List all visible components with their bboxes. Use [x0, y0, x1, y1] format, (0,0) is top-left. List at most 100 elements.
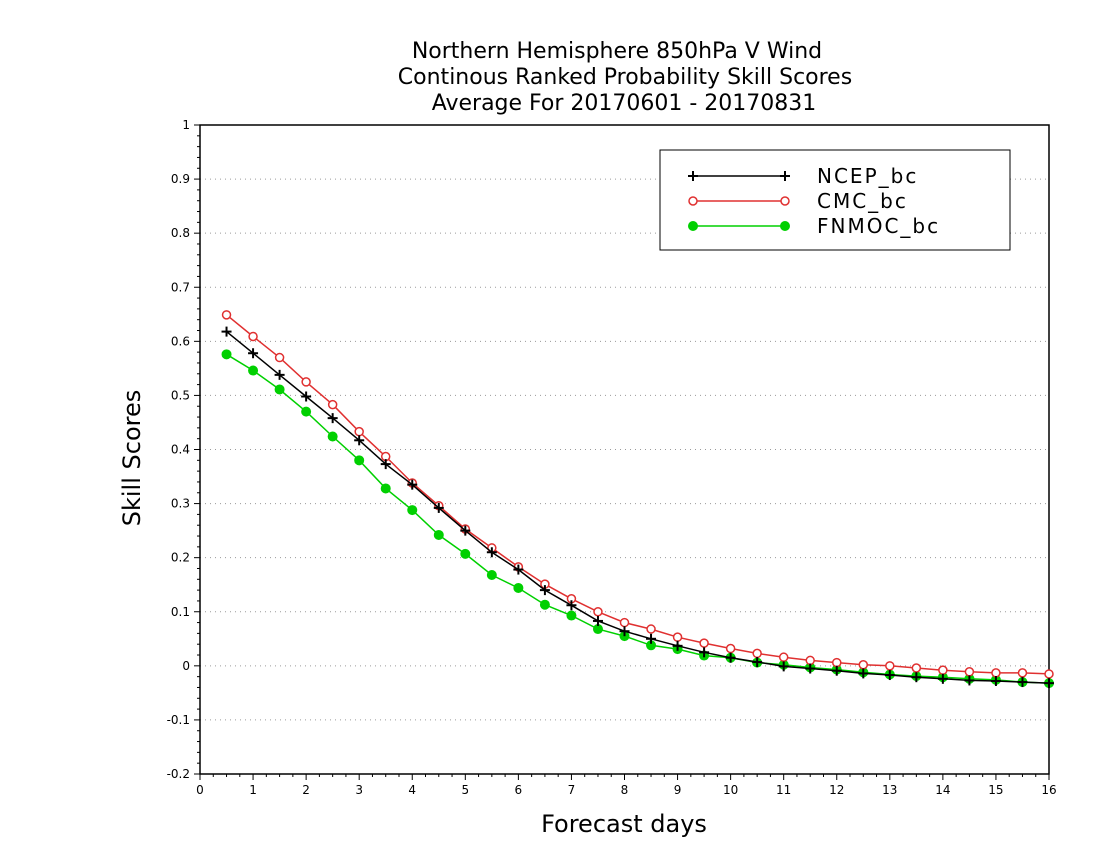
- data-point-ncep-bc: [1044, 678, 1054, 689]
- data-point-fnmoc-bc: [513, 582, 524, 593]
- data-point-fnmoc-bc: [539, 599, 550, 610]
- data-point-fnmoc-bc: [274, 384, 285, 395]
- data-point-ncep-bc: [619, 626, 630, 637]
- y-tick-label: -0.1: [167, 713, 190, 727]
- data-point-cmc-bc: [938, 665, 948, 675]
- data-point-ncep-bc: [380, 459, 391, 470]
- data-point-ncep-bc: [486, 547, 497, 558]
- legend-box: [659, 149, 1011, 251]
- data-point-fnmoc-bc: [460, 548, 471, 559]
- x-tick-label: 5: [461, 783, 469, 797]
- legend-label: FNMOC_bc: [817, 214, 940, 238]
- y-tick-label: 0.3: [171, 497, 190, 511]
- data-point-fnmoc-bc: [301, 406, 312, 417]
- data-point-cmc-bc: [248, 331, 258, 342]
- y-tick-label: 0: [182, 659, 190, 673]
- data-point-cmc-bc: [911, 663, 922, 673]
- data-point-cmc-bc: [646, 624, 656, 634]
- legend-label: NCEP_bc: [817, 164, 918, 188]
- x-tick-label: 0: [196, 783, 204, 797]
- data-point-cmc-bc: [752, 648, 762, 659]
- data-point-fnmoc-bc: [486, 569, 497, 580]
- data-point-cmc-bc: [593, 607, 603, 617]
- data-point-ncep-bc: [964, 675, 975, 686]
- y-tick-label: 1: [182, 118, 190, 132]
- data-point-fnmoc-bc: [380, 483, 391, 494]
- y-tick-label: 0.2: [171, 551, 190, 565]
- data-point-ncep-bc: [778, 661, 789, 672]
- y-axis-title: Skill Scores: [118, 390, 146, 527]
- y-tick-label: 0.8: [171, 226, 190, 240]
- x-axis-title: Forecast days: [541, 810, 707, 838]
- data-point-ncep-bc: [752, 657, 763, 668]
- x-tick-label: 12: [829, 783, 844, 797]
- legend-marker: [688, 171, 698, 181]
- y-tick-label: 0.9: [171, 172, 190, 186]
- data-point-cmc-bc: [858, 660, 869, 670]
- data-point-ncep-bc: [539, 585, 550, 596]
- data-point-ncep-bc: [460, 525, 471, 536]
- data-point-cmc-bc: [301, 377, 311, 387]
- data-point-ncep-bc: [805, 663, 816, 674]
- data-point-cmc-bc: [964, 667, 975, 677]
- x-tick-label: 10: [723, 783, 738, 797]
- data-point-cmc-bc: [805, 655, 815, 666]
- series-ncep-bc: [221, 326, 1054, 689]
- legend-marker: [688, 221, 698, 231]
- x-tick-label: 13: [882, 783, 897, 797]
- data-point-cmc-bc: [221, 310, 232, 320]
- chart-title: Northern Hemisphere 850hPa V Wind Contin…: [398, 39, 852, 116]
- y-tick-label: 0.1: [171, 605, 190, 619]
- data-point-cmc-bc: [619, 617, 630, 628]
- data-point-cmc-bc: [354, 426, 364, 437]
- data-point-ncep-bc: [566, 600, 577, 611]
- x-tick-label: 8: [621, 783, 629, 797]
- x-tick-label: 15: [988, 783, 1003, 797]
- x-tick-label: 6: [515, 783, 523, 797]
- legend-entry-fnmoc-bc: FNMOC_bc: [688, 214, 940, 238]
- series-layer: [221, 310, 1054, 689]
- data-point-ncep-bc: [1017, 677, 1028, 688]
- y-tick-label: 0.6: [171, 334, 190, 348]
- data-point-ncep-bc: [725, 652, 736, 663]
- title-line-1: Northern Hemisphere 850hPa V Wind: [412, 39, 822, 64]
- data-point-ncep-bc: [433, 502, 444, 513]
- series-line-ncep-bc: [226, 331, 1050, 684]
- series-line-fnmoc-bc: [226, 353, 1050, 684]
- data-point-ncep-bc: [221, 326, 232, 337]
- series-line-cmc-bc: [226, 314, 1050, 675]
- series-fnmoc-bc: [221, 349, 1054, 689]
- x-tick-label: 2: [302, 783, 310, 797]
- title-line-2: Continous Ranked Probability Skill Score…: [398, 65, 852, 90]
- y-tick-label: 0.5: [171, 388, 190, 402]
- data-point-cmc-bc: [274, 352, 285, 363]
- data-point-ncep-bc: [990, 675, 1001, 686]
- legend-marker: [780, 171, 790, 181]
- data-point-ncep-bc: [301, 391, 312, 402]
- data-point-fnmoc-bc: [407, 505, 418, 516]
- data-point-fnmoc-bc: [433, 529, 444, 540]
- data-point-cmc-bc: [725, 643, 736, 654]
- data-point-ncep-bc: [513, 564, 524, 575]
- y-tick-label: 0.4: [171, 443, 190, 457]
- x-tick-label: 3: [355, 783, 363, 797]
- title-line-3: Average For 20170601 - 20170831: [432, 91, 817, 116]
- data-point-ncep-bc: [858, 668, 869, 679]
- legend-marker: [780, 196, 790, 206]
- data-point-fnmoc-bc: [566, 610, 577, 621]
- data-point-ncep-bc: [699, 647, 710, 658]
- data-point-cmc-bc: [991, 668, 1001, 678]
- data-point-ncep-bc: [248, 348, 259, 359]
- data-point-ncep-bc: [592, 615, 603, 626]
- data-point-cmc-bc: [778, 652, 789, 662]
- data-point-cmc-bc: [327, 399, 338, 410]
- data-point-cmc-bc: [672, 632, 683, 642]
- data-point-ncep-bc: [937, 673, 948, 684]
- x-tick-label: 16: [1041, 783, 1056, 797]
- legend-marker: [780, 221, 790, 231]
- data-point-ncep-bc: [672, 640, 683, 651]
- data-point-cmc-bc: [699, 638, 709, 648]
- legend-entry-ncep-bc: NCEP_bc: [688, 164, 918, 188]
